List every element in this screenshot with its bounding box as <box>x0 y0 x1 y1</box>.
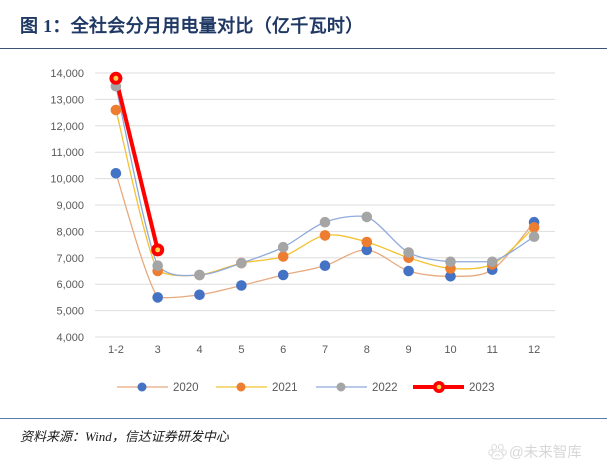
svg-text:2022: 2022 <box>372 382 398 394</box>
svg-text:3: 3 <box>155 344 161 356</box>
svg-text:4: 4 <box>196 344 202 356</box>
svg-text:12,000: 12,000 <box>50 121 84 133</box>
svg-text:4,000: 4,000 <box>56 332 84 344</box>
svg-text:11,000: 11,000 <box>51 147 84 159</box>
svg-text:7: 7 <box>322 344 328 356</box>
svg-text:2021: 2021 <box>272 382 298 394</box>
svg-text:9,000: 9,000 <box>56 200 84 212</box>
svg-text:10: 10 <box>444 344 456 356</box>
svg-text:12: 12 <box>528 344 540 356</box>
svg-text:8,000: 8,000 <box>56 226 84 238</box>
svg-text:9: 9 <box>406 344 412 356</box>
svg-text:6: 6 <box>280 344 286 356</box>
svg-text:13,000: 13,000 <box>50 94 84 106</box>
svg-text:11: 11 <box>487 344 498 356</box>
svg-text:14,000: 14,000 <box>50 68 84 80</box>
svg-text:5,000: 5,000 <box>56 306 84 318</box>
svg-text:1-2: 1-2 <box>108 344 124 356</box>
svg-text:6,000: 6,000 <box>56 279 84 291</box>
svg-text:2023: 2023 <box>469 382 495 394</box>
svg-text:10,000: 10,000 <box>50 174 84 186</box>
svg-text:2020: 2020 <box>173 382 199 394</box>
svg-text:5: 5 <box>238 344 244 356</box>
svg-text:7,000: 7,000 <box>56 253 84 265</box>
svg-text:8: 8 <box>364 344 370 356</box>
